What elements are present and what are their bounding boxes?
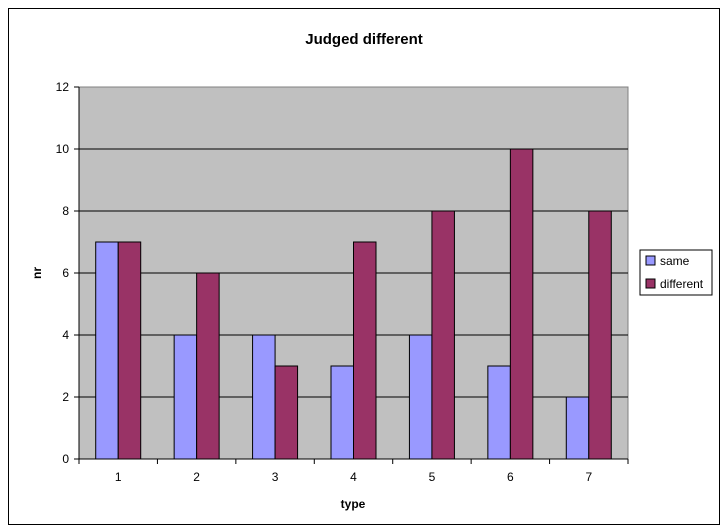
legend-swatch-same bbox=[645, 255, 656, 266]
axes bbox=[74, 86, 629, 464]
legend-label-same: same bbox=[660, 254, 690, 268]
x-tick-label: 7 bbox=[585, 470, 592, 484]
bar-same-1 bbox=[95, 241, 119, 460]
x-tick-labels: 1 2 3 4 5 6 7 bbox=[115, 470, 593, 484]
y-tick-label: 4 bbox=[62, 328, 69, 342]
y-tick-label: 12 bbox=[56, 80, 70, 94]
bar-same-6 bbox=[487, 365, 511, 460]
bar-different-6 bbox=[509, 148, 534, 460]
bar-same-5 bbox=[408, 334, 433, 460]
chart-title: Judged different bbox=[305, 31, 423, 48]
x-tick-label: 4 bbox=[350, 470, 357, 484]
bar-different-5 bbox=[431, 210, 455, 460]
legend-label-different: different bbox=[660, 277, 704, 291]
x-tick-label: 6 bbox=[507, 470, 514, 484]
y-tick-labels: 0 2 4 6 8 10 12 bbox=[56, 80, 70, 466]
bar-same-4 bbox=[330, 365, 354, 460]
x-tick-label: 3 bbox=[272, 470, 279, 484]
bars bbox=[95, 148, 612, 460]
x-axis-title: type bbox=[341, 497, 366, 511]
y-tick-label: 0 bbox=[62, 452, 69, 466]
bar-different-2 bbox=[196, 272, 220, 460]
x-tick-label: 2 bbox=[193, 470, 200, 484]
y-tick-label: 10 bbox=[56, 142, 70, 156]
bar-same-7 bbox=[565, 396, 590, 460]
bar-same-3 bbox=[252, 334, 276, 460]
bar-different-1 bbox=[117, 241, 142, 460]
y-tick-label: 2 bbox=[62, 390, 69, 404]
bar-different-4 bbox=[353, 241, 377, 460]
legend: same different bbox=[639, 249, 713, 296]
legend-swatch-different bbox=[645, 278, 656, 289]
y-axis-title: nr bbox=[30, 267, 44, 279]
x-tick-label: 5 bbox=[429, 470, 436, 484]
y-tick-label: 6 bbox=[62, 266, 69, 280]
x-tick-label: 1 bbox=[115, 470, 122, 484]
bar-different-7 bbox=[588, 210, 612, 460]
bar-same-2 bbox=[173, 334, 198, 460]
bar-different-3 bbox=[274, 365, 299, 460]
y-tick-label: 8 bbox=[62, 204, 69, 218]
